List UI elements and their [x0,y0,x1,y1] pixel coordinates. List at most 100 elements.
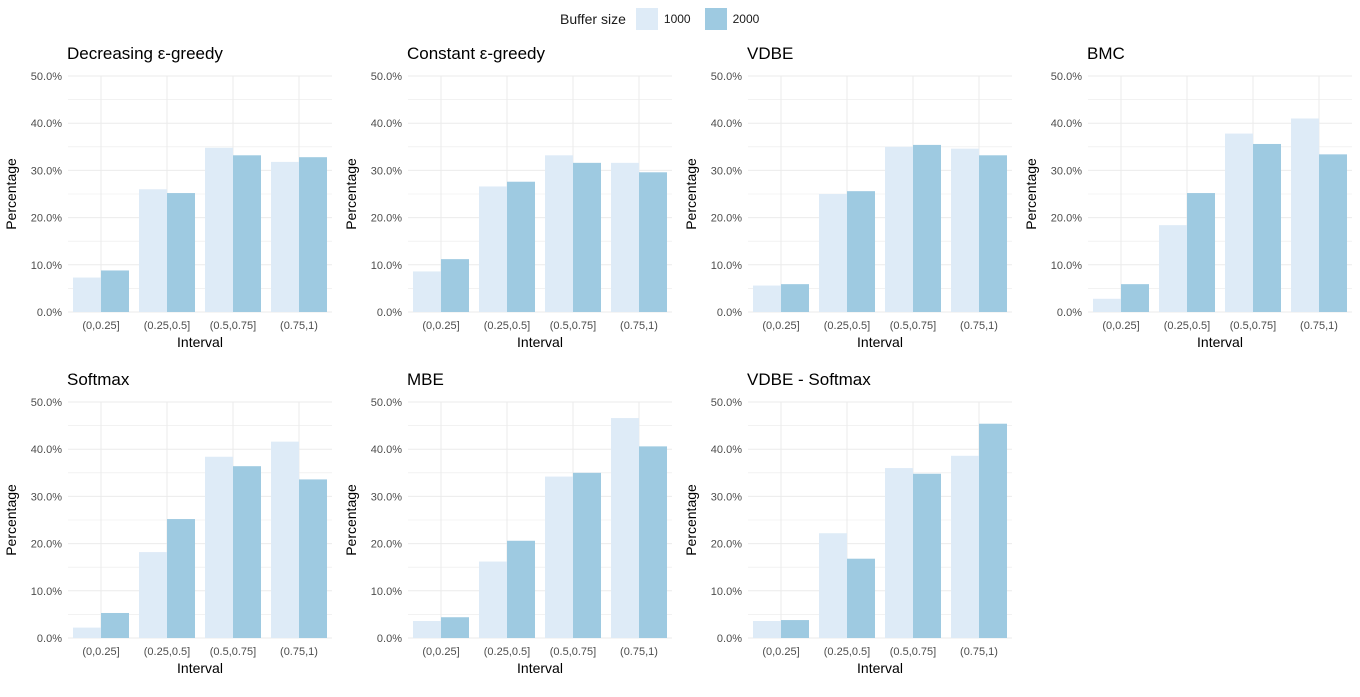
chart-title: Constant ε-greedy [407,44,545,63]
y-tick-label: 10.0% [711,586,742,598]
bar-2000-3 [233,155,261,312]
y-tick-label: 10.0% [31,586,62,598]
x-axis-label: Interval [857,660,903,676]
x-tick-label: (0.75,1) [620,320,658,332]
x-tick-label: (0.25,0.5] [144,646,190,658]
x-tick-label: (0.5,0.75] [210,646,256,658]
legend-label-2000: 2000 [732,12,760,26]
bar-1000-4 [271,441,299,638]
x-tick-label: (0.5,0.75] [890,646,936,658]
bar-1000-1 [753,285,781,312]
y-tick-label: 40.0% [711,118,742,130]
bar-1000-4 [951,148,979,312]
y-tick-label: 50.0% [711,397,742,409]
x-tick-label: (0,0.25] [1102,320,1139,332]
bar-2000-1 [101,612,129,638]
chart-panel-5: 0.0% 10.0% 20.0% 30.0% 40.0% 50.0% (0,0.25] (0.… [3,370,332,676]
legend-key-1000 [635,8,658,30]
bar-1000-3 [885,468,913,638]
y-tick-label: 40.0% [371,444,402,456]
bar-2000-2 [847,191,875,312]
bar-2000-1 [101,270,129,312]
x-tick-label: (0.5,0.75] [550,646,596,658]
bar-2000-4 [979,423,1007,638]
y-tick-label: 30.0% [1051,165,1082,177]
y-tick-label: 50.0% [1051,71,1082,83]
y-tick-label: 50.0% [371,71,402,83]
y-tick-label: 10.0% [371,260,402,272]
y-tick-label: 10.0% [711,260,742,272]
bar-2000-2 [507,181,535,312]
x-tick-label: (0.75,1) [960,646,998,658]
bar-2000-2 [507,540,535,638]
bar-2000-2 [1187,193,1215,312]
bar-1000-3 [205,147,233,312]
chart-panel-2: 0.0% 10.0% 20.0% 30.0% 40.0% 50.0% (0,0.25] (0.… [343,44,672,350]
bar-1000-2 [1159,225,1187,312]
x-axis-label: Interval [177,660,223,676]
bar-1000-3 [545,155,573,312]
bar-2000-3 [573,162,601,312]
x-axis-label: Interval [177,334,223,350]
bar-1000-4 [271,161,299,312]
y-tick-label: 50.0% [31,71,62,83]
bar-1000-2 [139,552,167,638]
x-tick-label: (0,0.25] [762,646,799,658]
y-axis-label: Percentage [683,484,699,556]
y-tick-label: 40.0% [31,118,62,130]
y-tick-label: 0.0% [1057,307,1082,319]
y-axis-label: Percentage [3,158,19,230]
y-tick-label: 50.0% [31,397,62,409]
y-tick-label: 20.0% [711,213,742,225]
y-tick-label: 40.0% [1051,118,1082,130]
y-tick-label: 20.0% [31,539,62,551]
x-axis-label: Interval [517,660,563,676]
bar-2000-4 [299,479,327,638]
legend-key-2000 [704,8,727,30]
chart-title: MBE [407,370,444,389]
bar-1000-2 [479,186,507,312]
x-tick-label: (0.25,0.5] [824,646,870,658]
chart-panel-3: 0.0% 10.0% 20.0% 30.0% 40.0% 50.0% (0,0.25] (0.… [683,44,1012,350]
x-axis-label: Interval [517,334,563,350]
y-tick-label: 50.0% [371,397,402,409]
bar-1000-1 [753,621,781,638]
legend-title: Buffer size [560,11,626,27]
bar-1000-1 [73,627,101,638]
x-tick-label: (0,0.25] [422,320,459,332]
x-tick-label: (0.75,1) [280,320,318,332]
bar-1000-2 [819,194,847,312]
bar-1000-4 [611,162,639,312]
y-tick-label: 0.0% [717,633,742,645]
y-axis-label: Percentage [683,158,699,230]
x-tick-label: (0,0.25] [82,646,119,658]
bar-2000-4 [979,155,1007,312]
bar-2000-1 [781,284,809,312]
bar-2000-1 [1121,284,1149,312]
x-tick-label: (0,0.25] [82,320,119,332]
y-tick-label: 0.0% [37,633,62,645]
bar-1000-1 [1093,298,1121,312]
chart-title: VDBE [747,44,793,63]
bar-1000-1 [413,621,441,638]
chart-panel-1: 0.0% 10.0% 20.0% 30.0% 40.0% 50.0% (0,0.25] (0.… [3,44,332,350]
bar-1000-3 [1225,133,1253,312]
chart-title: Decreasing ε-greedy [67,44,223,63]
bar-1000-3 [205,456,233,638]
bar-1000-4 [611,418,639,638]
bar-2000-1 [441,259,469,312]
bar-2000-4 [639,446,667,638]
x-axis-label: Interval [1197,334,1243,350]
chart-title: VDBE - Softmax [747,370,871,389]
bar-2000-4 [639,172,667,312]
x-tick-label: (0.75,1) [620,646,658,658]
y-tick-label: 10.0% [371,586,402,598]
y-tick-label: 0.0% [377,307,402,319]
x-tick-label: (0,0.25] [762,320,799,332]
bar-1000-2 [819,533,847,638]
bar-2000-1 [441,617,469,638]
chart-title: BMC [1087,44,1125,63]
y-tick-label: 30.0% [31,491,62,503]
y-tick-label: 0.0% [37,307,62,319]
x-tick-label: (0,0.25] [422,646,459,658]
